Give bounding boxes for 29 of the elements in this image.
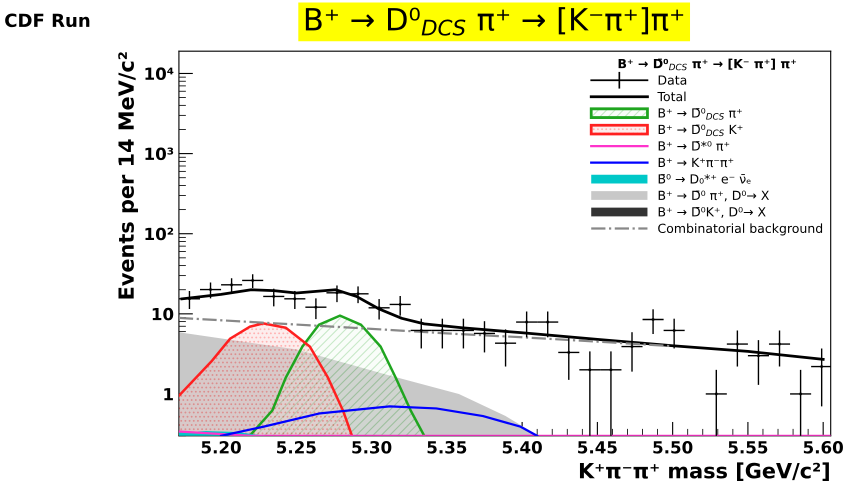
x-axis-title: K⁺π⁻π⁺ mass [GeV/c²]	[580, 462, 829, 481]
y-tick-label: 10⁴	[145, 67, 174, 80]
legend-label: Combinatorial background	[658, 223, 822, 236]
x-tick-label: 5.25	[277, 441, 316, 454]
y-tick-label: 10	[152, 308, 174, 320]
y-axis-title: Events per 14 MeV/c²	[118, 52, 138, 298]
x-tick-label: 5.50	[653, 441, 692, 454]
legend-label: Data	[658, 75, 686, 85]
legend-label: B⁺ → K⁺π⁻π⁺	[658, 158, 734, 168]
text: CDF Run	[5, 13, 90, 28]
legend-label: B⁺ → D̄⁰ π⁺, D⁰→ X	[658, 190, 769, 202]
y-tick-label: 10²	[145, 228, 174, 240]
x-tick-label: 5.55	[728, 441, 768, 454]
legend-label: B⁺ → D̄⁰$_{DCS}$ π⁺	[658, 108, 742, 120]
legend-label: B̄⁰ → D₀*⁺ e⁻ ν̄ₑ	[658, 174, 751, 184]
x-tick-label: 5.20	[202, 441, 241, 454]
legend-label: B⁺ → D̄⁰K⁺, D⁰→ X	[658, 207, 766, 218]
legend-title: B⁺ → D̄⁰$_{DCS}$ π⁺ → [K⁻ π⁺] π⁺	[618, 58, 796, 70]
x-tick-label: 5.60	[804, 441, 843, 454]
legend-label: Total	[657, 92, 686, 102]
y-tick-label: 10³	[145, 148, 174, 160]
x-tick-label: 5.35	[428, 441, 466, 454]
x-tick-label: 5.45	[578, 441, 617, 454]
x-tick-label: 5.30	[352, 441, 392, 454]
legend-label: B⁺ → D̄*⁰ π⁺	[658, 141, 730, 151]
y-tick-label: 1	[164, 388, 173, 400]
x-tick-label: 5.40	[502, 441, 542, 454]
chart-title: B⁺ → D⁰$_{DCS}$ π⁺ → [K⁻π⁺]π⁺	[306, 7, 684, 36]
legend-label: B⁺ → D̄⁰$_{DCS}$ K⁺	[658, 124, 742, 136]
